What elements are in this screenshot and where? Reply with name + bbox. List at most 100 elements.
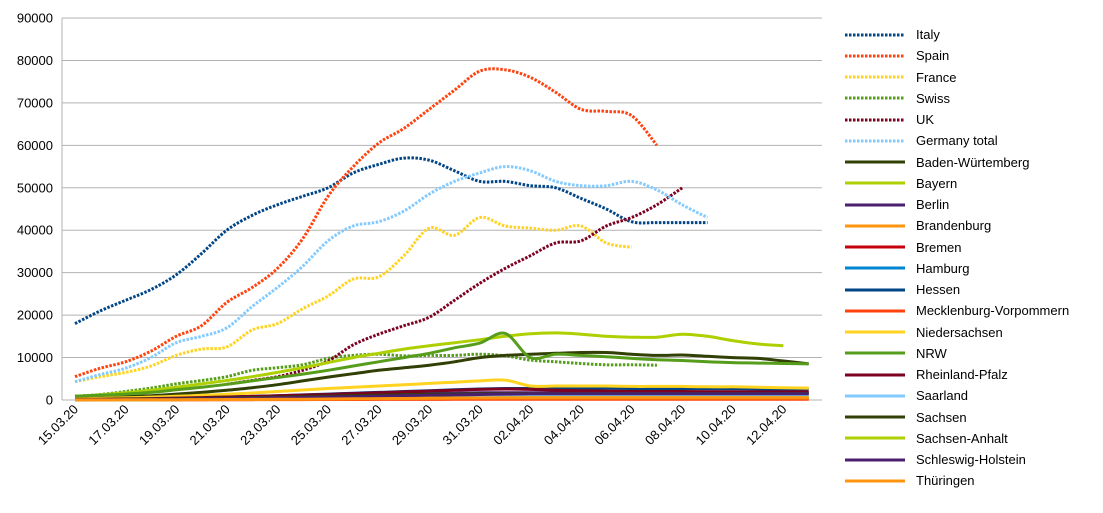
legend-swatch bbox=[845, 181, 905, 185]
x-tick-label: 25.03.20 bbox=[288, 402, 334, 448]
series-line bbox=[74, 331, 784, 399]
legend-item: Hamburg bbox=[843, 258, 1069, 279]
series-line bbox=[74, 350, 809, 400]
legend-swatch bbox=[845, 351, 905, 355]
legend-item: Swiss bbox=[843, 88, 1069, 109]
legend-swatch bbox=[845, 245, 905, 249]
legend-swatch bbox=[845, 373, 905, 377]
legend-swatch bbox=[845, 203, 905, 207]
series-line bbox=[74, 378, 809, 401]
series-line bbox=[74, 165, 709, 384]
legend-item: Berlin bbox=[843, 194, 1069, 215]
legend-label: Germany total bbox=[916, 133, 998, 149]
legend-label: Brandenburg bbox=[916, 218, 992, 234]
series-line bbox=[74, 215, 632, 384]
series-line bbox=[74, 396, 809, 402]
series-line bbox=[74, 156, 708, 325]
legend-swatch bbox=[845, 139, 905, 143]
legend-swatch bbox=[845, 458, 905, 462]
legend-label: Hamburg bbox=[916, 260, 970, 276]
legend-item: Sachsen bbox=[843, 407, 1069, 428]
legend-label: Swiss bbox=[916, 90, 950, 106]
legend-item: Brandenburg bbox=[843, 215, 1069, 236]
y-tick-label: 80000 bbox=[17, 53, 53, 68]
legend-swatch bbox=[845, 436, 905, 440]
legend-item: Bayern bbox=[843, 173, 1069, 194]
legend-swatch bbox=[845, 330, 905, 334]
y-tick-label: 50000 bbox=[17, 180, 53, 195]
legend-swatch bbox=[845, 96, 905, 100]
legend-label: France bbox=[916, 69, 957, 85]
y-tick-label: 0 bbox=[46, 393, 53, 408]
legend-label: NRW bbox=[916, 345, 947, 361]
legend-item: Rheinland-Pfalz bbox=[843, 364, 1069, 385]
y-tick-label: 70000 bbox=[17, 95, 53, 110]
legend-label: Rheinland-Pfalz bbox=[916, 367, 1008, 383]
legend-label: Sachsen bbox=[916, 409, 967, 425]
legend-swatch bbox=[845, 394, 905, 398]
x-tick-label: 23.03.20 bbox=[237, 402, 283, 448]
legend-label: Hessen bbox=[916, 282, 961, 298]
gridlines bbox=[61, 17, 822, 401]
y-tick-label: 60000 bbox=[17, 138, 53, 153]
legend-swatch bbox=[845, 479, 905, 483]
legend-label: Sachsen-Anhalt bbox=[916, 430, 1008, 446]
series-line bbox=[226, 186, 684, 386]
x-axis-ticks: 15.03.20 17.03.20 19.03.20 21.03.20 23.03.20… bbox=[35, 402, 790, 448]
legend-item: Mecklenburg-Vorpommern bbox=[843, 300, 1069, 321]
legend-item: Italy bbox=[843, 24, 1069, 45]
legend-label: Schleswig-Holstein bbox=[916, 452, 1026, 468]
legend-swatch bbox=[845, 75, 905, 79]
legend-item: Niedersachsen bbox=[843, 322, 1069, 343]
y-tick-label: 30000 bbox=[17, 265, 53, 280]
legend-swatch bbox=[845, 54, 905, 58]
y-tick-label: 20000 bbox=[17, 308, 53, 323]
legend-swatch bbox=[845, 266, 905, 270]
x-tick-label: 29.03.20 bbox=[389, 402, 435, 448]
x-tick-label: 10.04.20 bbox=[693, 402, 739, 448]
legend-label: Mecklenburg-Vorpommern bbox=[916, 303, 1070, 319]
x-tick-label: 17.03.20 bbox=[85, 402, 131, 448]
x-tick-label: 08.04.20 bbox=[642, 402, 688, 448]
y-axis-ticks: 0 10000 20000 30000 40000 50000 60000 70000 8000… bbox=[17, 11, 53, 408]
legend-label: Spain bbox=[916, 48, 950, 64]
legend-label: Bremen bbox=[916, 239, 962, 255]
legend-label: Italy bbox=[916, 27, 940, 43]
legend-swatch bbox=[845, 224, 905, 228]
x-tick-label: 06.04.20 bbox=[591, 402, 637, 448]
legend-swatch bbox=[845, 309, 905, 313]
legend-item: Thüringen bbox=[843, 470, 1069, 491]
legend-item: France bbox=[843, 67, 1069, 88]
x-tick-label: 04.04.20 bbox=[541, 402, 587, 448]
legend-item: Hessen bbox=[843, 279, 1069, 300]
legend-swatch bbox=[845, 118, 905, 122]
legend-swatch bbox=[845, 160, 905, 164]
y-tick-label: 90000 bbox=[17, 11, 53, 26]
legend-swatch bbox=[845, 288, 905, 292]
x-tick-label: 12.04.20 bbox=[743, 402, 789, 448]
y-tick-label: 10000 bbox=[17, 350, 53, 365]
legend-item: Saarland bbox=[843, 385, 1069, 406]
legend-item: UK bbox=[843, 109, 1069, 130]
legend-label: Bayern bbox=[916, 175, 958, 191]
x-tick-label: 02.04.20 bbox=[490, 402, 536, 448]
legend-label: UK bbox=[916, 112, 935, 128]
series-line bbox=[74, 67, 659, 379]
legend-label: Niedersachsen bbox=[916, 324, 1003, 340]
legend-item: Schleswig-Holstein bbox=[843, 449, 1069, 470]
legend-item: Sachsen-Anhalt bbox=[843, 428, 1069, 449]
series-lines bbox=[74, 67, 809, 402]
legend-swatch bbox=[845, 415, 905, 419]
legend-label: Baden-Würtemberg bbox=[916, 154, 1030, 170]
x-tick-label: 31.03.20 bbox=[440, 402, 486, 448]
x-tick-label: 15.03.20 bbox=[35, 402, 81, 448]
legend: Italy Spain France Swiss UK Germany total Bade… bbox=[843, 24, 1069, 492]
x-tick-label: 21.03.20 bbox=[187, 402, 233, 448]
x-tick-label: 19.03.20 bbox=[136, 402, 182, 448]
legend-item: Germany total bbox=[843, 130, 1069, 151]
legend-item: Bremen bbox=[843, 237, 1069, 258]
legend-item: Baden-Würtemberg bbox=[843, 152, 1069, 173]
legend-label: Berlin bbox=[916, 197, 950, 213]
y-tick-label: 40000 bbox=[17, 223, 53, 238]
